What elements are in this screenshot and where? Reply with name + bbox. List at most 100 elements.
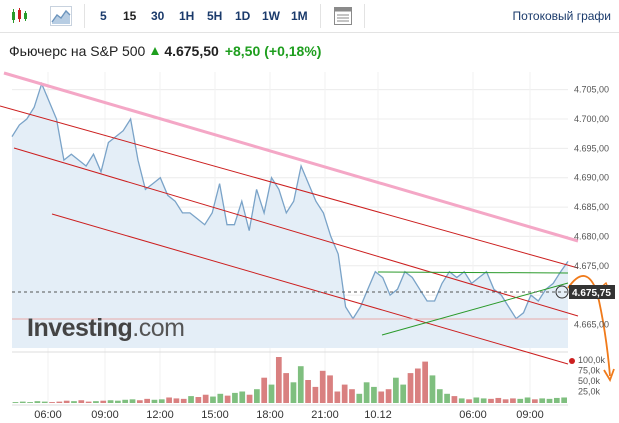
time-tick-label: 15:00 xyxy=(201,409,229,421)
volume-bar xyxy=(173,398,180,403)
timeframe-5h[interactable]: 5H xyxy=(207,9,223,23)
volume-bar xyxy=(473,397,480,403)
volume-bar xyxy=(290,382,297,403)
price-tick-label: 4.705,00 xyxy=(574,85,609,95)
investing-logo: Investing.com xyxy=(27,314,185,343)
price-area-fill xyxy=(12,83,568,348)
forecast-arrowhead-icon xyxy=(603,368,615,383)
volume-bar xyxy=(466,399,472,403)
volume-bar xyxy=(268,384,275,403)
volume-bar xyxy=(451,396,458,403)
volume-bar xyxy=(49,402,55,403)
timeframe-1m[interactable]: 1M xyxy=(291,9,308,23)
volume-bar xyxy=(188,396,194,403)
candlestick-chart-icon[interactable] xyxy=(9,6,29,26)
volume-bar xyxy=(63,400,70,403)
volume-bar xyxy=(107,400,114,403)
volume-bar xyxy=(510,398,516,403)
volume-bar xyxy=(93,401,99,403)
volume-bar xyxy=(71,401,77,403)
current-price-badge xyxy=(569,285,615,299)
volume-bar xyxy=(210,396,216,403)
price-tick-label: 4.685,00 xyxy=(574,202,609,212)
timeframe-15[interactable]: 15 xyxy=(123,9,137,23)
timeframe-5[interactable]: 5 xyxy=(100,9,107,23)
price-change-percent: (+0,18%) xyxy=(264,43,322,59)
volume-bar xyxy=(444,393,450,403)
up-arrow-icon xyxy=(151,47,160,55)
time-tick-label: 12:00 xyxy=(146,409,174,421)
volume-marker xyxy=(569,358,575,364)
volume-bar xyxy=(334,391,341,403)
volume-bar xyxy=(517,398,524,403)
price-axis: 4.705,00 4.700,00 4.695,00 4.690,00 4.685,00… xyxy=(569,85,615,330)
trend-drawings xyxy=(0,71,615,383)
volume-bar xyxy=(488,398,494,403)
volume-bar xyxy=(122,399,129,403)
volume-bar xyxy=(363,382,370,403)
volume-bar xyxy=(78,400,85,403)
volume-bar xyxy=(166,397,172,403)
volume-bars xyxy=(12,357,567,403)
volume-bar xyxy=(553,397,560,403)
volume-bar xyxy=(546,398,553,403)
price-tick-label: 4.695,00 xyxy=(574,143,609,153)
volume-bar xyxy=(224,395,231,403)
time-tick-label: 06:00 xyxy=(34,409,62,421)
toolbar-separator xyxy=(84,4,85,28)
volume-tick-label: 100,0k xyxy=(578,355,606,365)
volume-bar xyxy=(524,397,531,403)
channel-lower-line xyxy=(51,213,569,365)
volume-bar xyxy=(34,401,41,403)
price-tick-label: 4.680,00 xyxy=(574,231,609,241)
table-view-icon[interactable] xyxy=(333,6,353,26)
timeframe-30[interactable]: 30 xyxy=(151,9,165,23)
volume-bar xyxy=(12,402,19,403)
volume-bar xyxy=(275,357,282,403)
area-chart-icon[interactable] xyxy=(50,6,72,26)
timeframe-1w[interactable]: 1W xyxy=(262,9,280,23)
volume-bar xyxy=(349,389,355,403)
volume-bar xyxy=(158,399,165,403)
price-tick-label: 4.690,00 xyxy=(574,173,609,183)
timeframe-1h[interactable]: 1H xyxy=(179,9,195,23)
time-tick-label: 09:00 xyxy=(516,409,544,421)
timeframe-1d[interactable]: 1D xyxy=(235,9,251,23)
toolbar-separator xyxy=(364,4,365,28)
chart-toolbar: 5 15 30 1H 5H 1D 1W 1M Потоковый графи xyxy=(0,0,619,33)
time-tick-label: 09:00 xyxy=(91,409,119,421)
volume-bar xyxy=(283,373,289,403)
volume-tick-label: 25,0k xyxy=(578,387,601,397)
last-price: 4.675,50 xyxy=(164,43,219,59)
time-tick-label: 21:00 xyxy=(311,409,339,421)
volume-bar xyxy=(217,393,224,403)
price-tick-label: 4.700,00 xyxy=(574,114,609,124)
volume-bar xyxy=(232,392,238,403)
volume-bar xyxy=(341,384,348,403)
volume-bar xyxy=(393,377,399,403)
volume-bar xyxy=(136,400,143,403)
volume-bar xyxy=(422,361,428,403)
price-tick-label: 4.675,00 xyxy=(574,261,609,271)
volume-bar xyxy=(254,389,260,403)
volume-bar xyxy=(129,399,136,403)
logo-suffix: .com xyxy=(132,314,185,342)
volume-bar xyxy=(180,398,187,403)
time-tick-label: 18:00 xyxy=(256,409,284,421)
volume-bar xyxy=(480,398,487,403)
logo-brand: Investing xyxy=(27,314,133,342)
volume-bar xyxy=(100,400,107,403)
volume-bar xyxy=(27,402,33,403)
volume-bar xyxy=(378,391,385,403)
volume-bar xyxy=(502,399,509,403)
volume-bar xyxy=(561,397,567,403)
crosshair-circle xyxy=(555,285,569,299)
instrument-name: Фьючерс на S&P 500 xyxy=(9,43,146,59)
volume-bar xyxy=(327,375,333,403)
volume-bar xyxy=(356,393,363,403)
streaming-chart-link[interactable]: Потоковый графи xyxy=(512,9,611,23)
toolbar-separator xyxy=(320,4,321,28)
volume-bar xyxy=(400,384,407,403)
